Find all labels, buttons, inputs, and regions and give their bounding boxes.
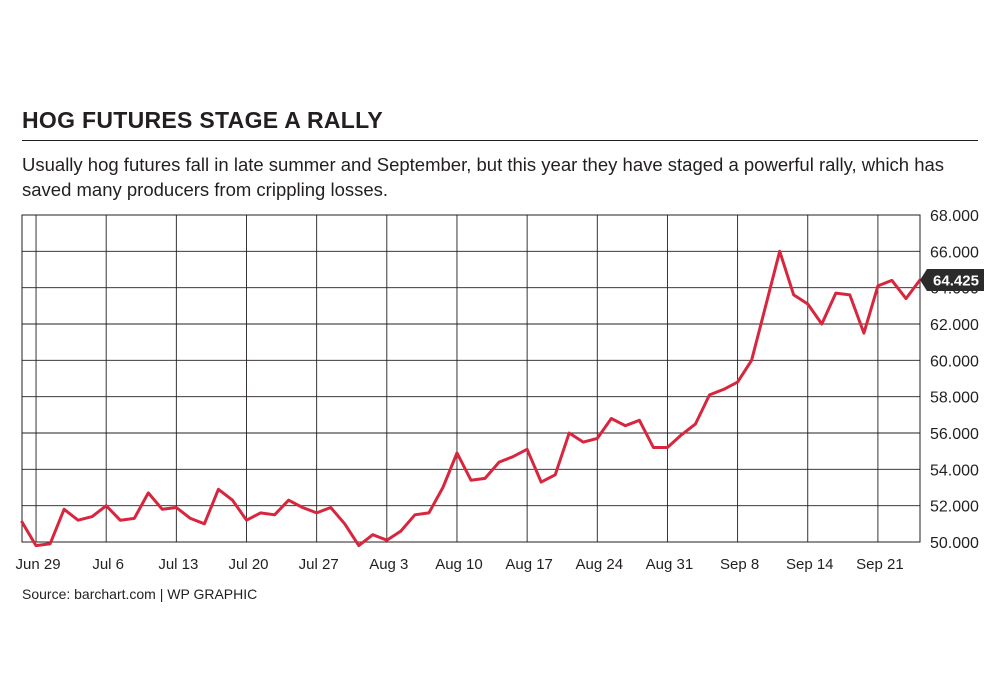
y-axis-labels: 68.00066.00064.00062.00060.00058.00056.0… <box>930 208 979 552</box>
x-tick-label: Aug 3 <box>369 556 408 573</box>
last-price-callout: 64.425 <box>920 268 984 291</box>
y-tick-label: 68.000 <box>930 208 979 225</box>
x-tick-label: Jul 20 <box>228 556 268 573</box>
x-tick-label: Sep 21 <box>856 556 904 573</box>
x-tick-label: Sep 14 <box>786 556 834 573</box>
chart-subtitle: Usually hog futures fall in late summer … <box>22 154 945 200</box>
last-value-label: 64.425 <box>933 272 979 289</box>
y-tick-label: 66.000 <box>930 244 979 261</box>
x-tick-label: Jun 29 <box>16 556 61 573</box>
x-tick-label: Sep 8 <box>720 556 759 573</box>
x-tick-label: Aug 10 <box>435 556 483 573</box>
y-tick-label: 54.000 <box>930 462 979 479</box>
x-tick-label: Aug 17 <box>505 556 553 573</box>
title-divider <box>22 140 978 141</box>
y-tick-label: 60.000 <box>930 353 979 370</box>
last-value-box <box>920 268 984 291</box>
x-axis-labels: Jun 29 Jul 6 Jul 13 Jul 20 Jul 27 Aug 3 Aug 10… <box>16 556 904 573</box>
x-tick-label: Jul 13 <box>158 556 198 573</box>
x-tick-label: Jul 27 <box>299 556 339 573</box>
x-tick-label: Jul 6 <box>92 556 124 573</box>
y-tick-label: 58.000 <box>930 390 979 407</box>
x-tick-label: Aug 24 <box>576 556 624 573</box>
y-tick-label: 56.000 <box>930 426 979 443</box>
chart-title: HOG FUTURES STAGE A RALLY <box>22 107 384 133</box>
y-tick-label: 62.000 <box>930 317 979 334</box>
price-line <box>20 249 922 548</box>
y-tick-label: 52.000 <box>930 499 979 516</box>
y-tick-label: 50.000 <box>930 535 979 552</box>
source-credit: Source: barchart.com | WP GRAPHIC <box>22 586 258 602</box>
chart-grid <box>21 214 921 543</box>
price-series <box>20 249 922 548</box>
x-tick-label: Aug 31 <box>646 556 694 573</box>
